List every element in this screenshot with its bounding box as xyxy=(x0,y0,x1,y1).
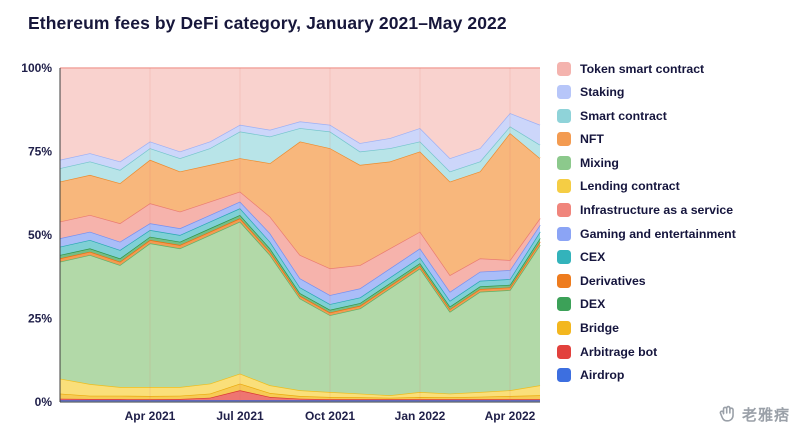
watermark: 老雅痞 xyxy=(718,404,790,425)
area-token-smart-contract xyxy=(60,68,540,162)
legend-label: NFT xyxy=(580,132,604,147)
area-lending-contract xyxy=(60,373,540,398)
legend-item-nft: NFT xyxy=(557,132,736,147)
legend-label: Gaming and entertainment xyxy=(580,226,736,241)
legend-item-dex: DEX xyxy=(557,297,736,312)
area-infrastructure-as-a-service xyxy=(60,191,540,296)
legend-item-gaming-and-entertainment: Gaming and entertainment xyxy=(557,226,736,241)
area-cex xyxy=(60,208,540,310)
legend-swatch xyxy=(557,61,571,76)
x-tick-label: Jan 2022 xyxy=(395,409,446,423)
legend-label: Bridge xyxy=(580,321,619,336)
legend-swatch xyxy=(557,297,571,312)
legend-label: Arbitrage bot xyxy=(580,344,658,359)
legend-item-mixing: Mixing xyxy=(557,155,736,170)
legend-item-smart-contract: Smart contract xyxy=(557,108,736,123)
legend-item-airdrop: Airdrop xyxy=(557,368,736,383)
area-staking xyxy=(60,113,540,172)
y-tick-label: 0% xyxy=(35,395,53,409)
chart-area: 0% 25% 50% 75% 100% Apr 2021 Jul 2021 Oct 2021 J… xyxy=(0,55,552,436)
y-tick-label: 25% xyxy=(28,312,52,326)
legend-label: Lending contract xyxy=(580,179,680,194)
legend-swatch xyxy=(557,132,571,147)
legend-swatch xyxy=(557,273,571,288)
y-tick-label: 75% xyxy=(28,145,52,159)
area-smart-contract xyxy=(60,126,540,184)
legend-swatch xyxy=(557,368,571,383)
area-nft xyxy=(60,133,540,276)
legend-item-arbitrage-bot: Arbitrage bot xyxy=(557,344,736,359)
legend-item-staking: Staking xyxy=(557,85,736,100)
legend-swatch xyxy=(557,203,571,218)
line-smart-contract xyxy=(59,125,541,173)
chart-title: Ethereum fees by DeFi category, January … xyxy=(28,13,507,33)
legend-swatch xyxy=(557,155,571,170)
legend-swatch xyxy=(557,344,571,359)
legend-swatch xyxy=(557,321,571,336)
legend-label: DEX xyxy=(580,297,606,312)
legend-swatch xyxy=(557,226,571,241)
legend-item-token-smart-contract: Token smart contract xyxy=(557,61,736,76)
legend-label: Smart contract xyxy=(580,108,667,123)
x-tick-label: Jul 2021 xyxy=(216,409,264,423)
watermark-text: 老雅痞 xyxy=(741,407,790,424)
legend-swatch xyxy=(557,108,571,123)
legend-item-lending-contract: Lending contract xyxy=(557,179,736,194)
y-tick-label: 50% xyxy=(28,228,52,242)
legend-item-infrastructure-as-a-service: Infrastructure as a service xyxy=(557,203,736,218)
x-tick-label: Oct 2021 xyxy=(305,409,355,423)
hand-icon xyxy=(718,405,737,424)
stacked-area-chart: 0% 25% 50% 75% 100% Apr 2021 Jul 2021 Oct 2021 J… xyxy=(21,61,541,423)
legend-label: Staking xyxy=(580,85,625,100)
legend-item-derivatives: Derivatives xyxy=(557,273,736,288)
legend-swatch xyxy=(557,85,571,100)
legend-label: Mixing xyxy=(580,155,619,170)
legend: Token smart contract Staking Smart contrac… xyxy=(557,61,736,383)
legend-label: Airdrop xyxy=(580,368,625,383)
legend-swatch xyxy=(557,179,571,194)
y-tick-label: 100% xyxy=(21,61,52,75)
x-tick-label: Apr 2022 xyxy=(485,409,536,423)
legend-swatch xyxy=(557,250,571,265)
legend-label: Derivatives xyxy=(580,273,646,288)
area-mixing xyxy=(60,221,540,396)
legend-item-cex: CEX xyxy=(557,250,736,265)
x-tick-label: Apr 2021 xyxy=(125,409,176,423)
legend-item-bridge: Bridge xyxy=(557,321,736,336)
legend-label: Token smart contract xyxy=(580,61,705,76)
legend-label: CEX xyxy=(580,250,606,265)
legend-label: Infrastructure as a service xyxy=(580,203,734,218)
area-gaming-and-entertainment xyxy=(60,201,540,305)
